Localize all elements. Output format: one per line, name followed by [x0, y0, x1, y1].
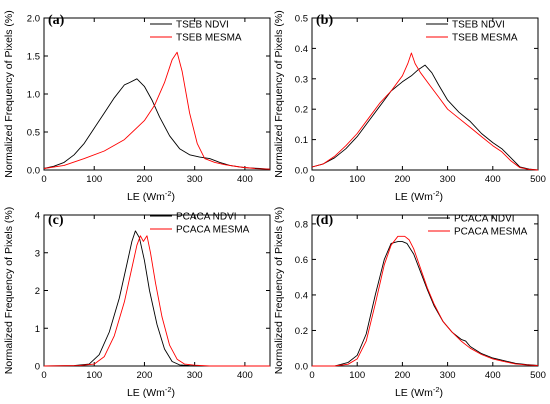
chart-1-x-axis-title-superscript: -2	[433, 189, 440, 198]
chart-1-xtick-label-4: 400	[485, 174, 501, 185]
chart-1-ytick-label-5: 0.5	[295, 14, 308, 25]
chart-0-x-axis-title-main: LE (Wm	[127, 191, 165, 203]
chart-3-ytick-label-3: 0.6	[295, 255, 308, 266]
chart-2-ytick-label-1: 1	[35, 324, 40, 335]
chart-0-legend-label-1: TSEB MESMA	[176, 33, 242, 44]
chart-1-panel-label: (b)	[316, 13, 333, 28]
chart-0-series-line-1	[43, 51, 271, 170]
chart-1-series-line-0	[311, 64, 539, 171]
chart-1-y-axis-title: Normalized Frequency of Pixels (%)	[273, 10, 285, 177]
chart-3-ytick-label-1: 0.2	[295, 326, 308, 337]
chart-0-ytick-label-3: 1.5	[27, 52, 40, 63]
chart-2-series-line-0	[43, 230, 270, 367]
chart-0-x-axis-title: LE (Wm-2)	[127, 189, 175, 203]
chart-3-series-line-1	[312, 235, 539, 367]
chart-1-xtick-label-2: 200	[394, 174, 410, 185]
chart-0-legend-label-0: TSEB NDVI	[176, 20, 229, 31]
chart-3-plot-frame	[311, 214, 539, 367]
chart-3-ytick-label-2: 0.4	[295, 290, 308, 301]
chart-2-series-line-1	[43, 235, 270, 367]
chart-1-x-axis-title-main: LE (Wm	[395, 191, 433, 203]
chart-0-x-axis-title-superscript: -2	[165, 189, 172, 198]
chart-1-xtick-label-1: 100	[349, 174, 365, 185]
chart-3-x-axis-title-main: LE (Wm	[395, 387, 433, 399]
chart-3-x-axis-title-close: )	[440, 387, 444, 399]
chart-0-ytick-label-1: 0.5	[27, 128, 40, 139]
chart-1-ytick-label-2: 0.2	[295, 105, 308, 116]
chart-1-xtick-label-0: 0	[309, 174, 314, 185]
chart-1-ytick-label-0: 0.0	[295, 166, 308, 177]
chart-2-x-axis-title-main: LE (Wm	[127, 387, 165, 399]
chart-2-x-axis-title-close: )	[172, 387, 176, 399]
chart-0-ytick-label-0: 0.0	[27, 166, 40, 177]
chart-1-xtick-label-5: 500	[530, 174, 546, 185]
chart-0-xtick-label-1: 100	[86, 174, 102, 185]
chart-2-x-axis-title-superscript: -2	[165, 385, 172, 394]
chart-3-xtick-label-4: 400	[485, 370, 501, 381]
chart-3-xtick-label-0: 0	[309, 370, 314, 381]
chart-0-ytick-label-4: 2.0	[27, 14, 40, 25]
chart-2-x-axis-title: LE (Wm-2)	[127, 385, 175, 399]
chart-2-xtick-label-4: 400	[237, 370, 253, 381]
chart-3-xtick-label-1: 100	[349, 370, 365, 381]
chart-1-x-axis-title-close: )	[440, 191, 444, 203]
chart-3-xtick-label-2: 200	[394, 370, 410, 381]
chart-0-panel-label: (a)	[48, 13, 65, 28]
chart-2-y-axis-title: Normalized Frequency of Pixels (%)	[3, 207, 15, 374]
chart-3-ytick-label-0: 0.0	[295, 362, 308, 373]
chart-0-x-axis-title-close: )	[172, 191, 176, 203]
chart-1-xtick-label-3: 300	[440, 174, 456, 185]
chart-3-series-line-0	[312, 241, 539, 367]
chart-1-plot-frame	[311, 17, 539, 171]
chart-2-ytick-label-3: 3	[35, 248, 40, 259]
chart-3-x-axis-title: LE (Wm-2)	[395, 385, 443, 399]
chart-2-panel-label: (c)	[48, 213, 64, 228]
chart-3-panel: 0 100 200 300 400 500 0.0 0.2 0.4 0.6 0.8 LE (Wm-2)…	[273, 207, 546, 399]
chart-1-ytick-label-1: 0.1	[295, 135, 308, 146]
chart-1-legend-label-1: TSEB MESMA	[452, 33, 518, 44]
chart-3-legend-label-0: PCACA NDVI	[454, 214, 515, 225]
chart-2-ytick-label-0: 0	[35, 362, 40, 373]
chart-3-ytick-label-4: 0.8	[295, 219, 308, 230]
chart-1-panel: 0 100 200 300 400 500 0.0 0.1 0.2 0.3 0.4 0.5 LE (Wm…	[273, 10, 546, 203]
chart-0-xtick-label-4: 400	[237, 174, 253, 185]
chart-2-ytick-label-4: 4	[35, 211, 40, 222]
chart-2-legend-label-1: PCACA MESMA	[176, 225, 250, 236]
chart-0-series-line-0	[43, 78, 271, 170]
chart-3-xtick-label-3: 300	[440, 370, 456, 381]
chart-3-panel-label: (d)	[316, 213, 333, 228]
chart-0-y-axis-title: Normalized Frequency of Pixels (%)	[3, 10, 15, 177]
chart-1-ytick-label-3: 0.3	[295, 74, 308, 85]
chart-2-xtick-label-3: 300	[187, 370, 203, 381]
chart-2-xtick-label-1: 100	[86, 370, 102, 381]
chart-0-xtick-label-2: 200	[137, 174, 153, 185]
chart-3-y-axis-title: Normalized Frequency of Pixels (%)	[273, 207, 285, 374]
chart-1-legend-label-0: TSEB NDVI	[452, 20, 505, 31]
chart-0-panel: 0 100 200 300 400 0.0 0.5 1.0 1.5 2.0 LE (Wm-2) Nor…	[3, 10, 271, 203]
chart-2-xtick-label-0: 0	[41, 370, 46, 381]
chart-2-legend-label-0: PCACA NDVI	[176, 212, 237, 223]
chart-1-series-line-1	[311, 52, 539, 171]
chart-1-x-axis-title: LE (Wm-2)	[395, 189, 443, 203]
chart-1-ytick-label-4: 0.4	[295, 44, 308, 55]
chart-2-xtick-label-2: 200	[137, 370, 153, 381]
chart-2-ytick-label-2: 2	[35, 286, 40, 297]
chart-0-xtick-label-3: 300	[187, 174, 203, 185]
chart-3-legend-label-1: PCACA MESMA	[454, 227, 528, 238]
chart-3-xtick-label-5: 500	[530, 370, 546, 381]
chart-0-ytick-label-2: 1.0	[27, 90, 40, 101]
chart-3-x-axis-title-superscript: -2	[433, 385, 440, 394]
chart-2-panel: 0 100 200 300 400 0 1 2 3 4 LE (Wm-2) Normalized Fr…	[3, 207, 271, 399]
chart-0-xtick-label-0: 0	[41, 174, 46, 185]
